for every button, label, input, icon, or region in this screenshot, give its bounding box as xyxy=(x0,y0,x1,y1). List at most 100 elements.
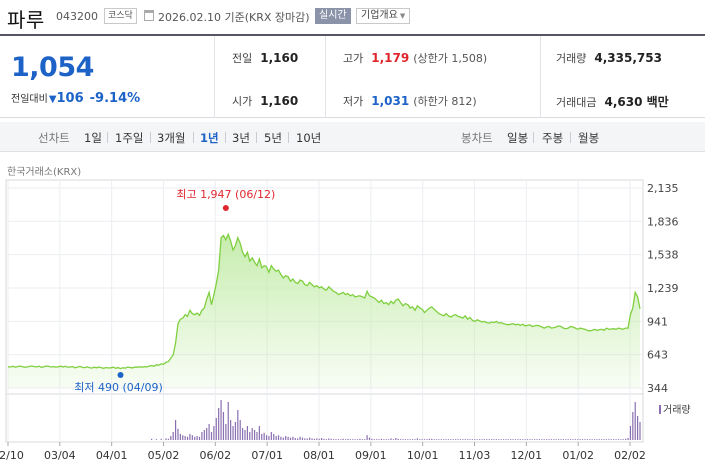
volume-bar xyxy=(524,439,526,440)
volume-bar xyxy=(431,438,433,440)
volume-bar xyxy=(541,439,543,440)
volume-bar xyxy=(400,439,402,440)
divider xyxy=(325,36,326,118)
volume-bar xyxy=(493,439,495,440)
x-tick-label: 08/01 xyxy=(303,449,335,462)
volume-bar xyxy=(275,436,277,440)
volume-bar xyxy=(378,439,380,440)
volume-bar xyxy=(218,408,220,440)
tab-3m[interactable]: 3개월 xyxy=(157,131,186,145)
volume-bar xyxy=(505,439,507,440)
volume-bar xyxy=(500,439,502,440)
volume-bar xyxy=(507,439,509,440)
tab-1y[interactable]: 1년 xyxy=(200,131,219,145)
tab-1w[interactable]: 1주일 xyxy=(115,131,144,145)
y-tick-label: 2,135 xyxy=(647,182,679,195)
amount-label: 거래대금 xyxy=(556,96,597,109)
volume-bar xyxy=(237,410,239,440)
volume-bar xyxy=(514,439,517,440)
volume-bar xyxy=(198,436,201,440)
volume-bar xyxy=(517,439,519,440)
volume-bar xyxy=(196,436,198,440)
tab-1d[interactable]: 1일 xyxy=(84,131,102,145)
price-line xyxy=(7,232,641,370)
volume-bar xyxy=(550,439,553,440)
tab-10y[interactable]: 10년 xyxy=(296,131,322,145)
volume-bar xyxy=(280,436,282,440)
volume-bar xyxy=(313,438,316,440)
tab-monthly[interactable]: 월봉 xyxy=(578,131,600,145)
volume-bar xyxy=(388,439,390,440)
prev-close-stat: 전일 1,160 xyxy=(232,50,298,66)
volume-legend-swatch xyxy=(659,405,661,414)
volume-bar xyxy=(593,439,596,440)
volume-bar xyxy=(512,439,514,440)
volume-bar xyxy=(467,439,469,440)
company-overview-button[interactable]: 기업개요 ▼ xyxy=(356,8,411,24)
volume-bar xyxy=(567,439,569,440)
high-marker xyxy=(222,205,229,211)
volume-bar xyxy=(598,439,600,440)
tab-3y[interactable]: 3년 xyxy=(232,131,250,145)
stock-name: 파루 xyxy=(7,8,45,32)
volume-bar xyxy=(591,439,593,440)
volume-bar xyxy=(268,436,270,440)
volume-bar xyxy=(581,439,584,440)
volume-bar xyxy=(565,439,567,440)
volume-bar xyxy=(210,432,213,440)
upper-limit: (상한가 1,508) xyxy=(413,52,488,65)
volume-bar xyxy=(510,439,512,440)
volume-bar xyxy=(177,428,179,440)
x-tick-label: 09/01 xyxy=(355,449,387,462)
volume-bar xyxy=(569,439,572,440)
volume-bar xyxy=(301,437,304,440)
down-triangle-icon: ▼ xyxy=(48,94,57,105)
volume-bar xyxy=(380,438,383,440)
date-basis: 기준(KRX 장마감) xyxy=(224,11,310,24)
volume-bar xyxy=(174,420,177,440)
price-area xyxy=(8,234,640,388)
volume-bar xyxy=(402,439,404,440)
volume-bar xyxy=(522,439,524,440)
volume-bar xyxy=(249,432,251,440)
volume-bar xyxy=(306,438,308,440)
low-marker xyxy=(117,372,124,378)
volume-bar xyxy=(246,426,248,440)
realtime-button[interactable]: 실시간 xyxy=(315,8,351,24)
x-tick-label: 12/01 xyxy=(510,449,542,462)
volume-bar xyxy=(292,436,294,440)
volume-bar xyxy=(457,439,459,440)
current-price: 1,054 xyxy=(11,52,94,83)
volume-bar xyxy=(325,439,327,440)
volume-bar xyxy=(354,439,356,440)
x-tick-label: 03/04 xyxy=(44,449,76,462)
high-stat: 고가 1,179 (상한가 1,508) xyxy=(343,50,487,66)
volume-bar xyxy=(392,439,395,440)
volume-bar xyxy=(421,439,423,440)
volume-bar xyxy=(285,436,287,440)
volume-bar xyxy=(371,438,373,440)
volume-bar xyxy=(215,418,217,440)
volume-bar xyxy=(625,438,627,440)
prev-close-value: 1,160 xyxy=(260,51,299,65)
volume-bar xyxy=(289,437,292,440)
volume-bar xyxy=(404,439,406,440)
volume-bar xyxy=(265,435,268,440)
volume-bar xyxy=(184,436,186,440)
volume-bar xyxy=(608,439,610,440)
volume-bar xyxy=(258,426,260,440)
x-tick-label: 02/10 xyxy=(0,449,24,462)
tab-weekly[interactable]: 주봉 xyxy=(542,131,564,145)
volume-bar xyxy=(529,439,531,440)
x-tick-label: 02/02 xyxy=(614,449,646,462)
x-tick-label: 06/02 xyxy=(199,449,231,462)
volume-bar xyxy=(191,435,193,440)
volume-bar xyxy=(321,438,323,440)
tab-5y[interactable]: 5년 xyxy=(264,131,282,145)
stock-header: 파루 043200 코스닥 2026.02.10 기준(KRX 장마감) 실시간… xyxy=(0,0,705,34)
volume-bar xyxy=(397,438,399,440)
volume-bar xyxy=(555,439,557,440)
x-tick-label: 05/02 xyxy=(148,449,180,462)
tab-daily[interactable]: 일봉 xyxy=(507,131,529,145)
volume-bar xyxy=(165,438,167,440)
